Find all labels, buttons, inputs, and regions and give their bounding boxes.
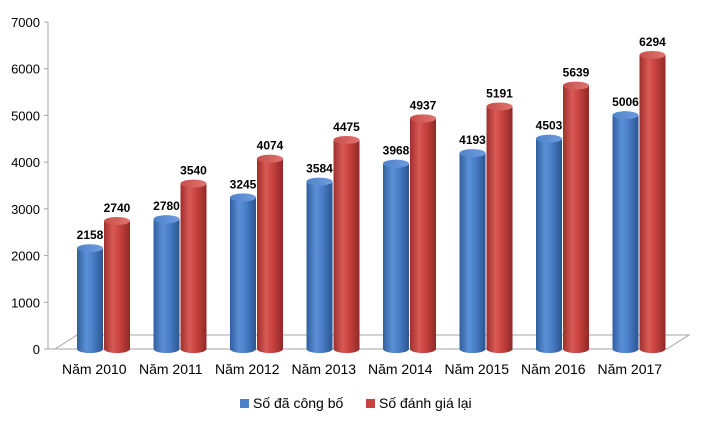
bar-body <box>536 138 562 353</box>
bar-reassessed <box>180 179 207 353</box>
y-tick-label: 4000 <box>11 155 40 170</box>
legend-swatch <box>240 399 249 408</box>
bar-reassessed <box>486 102 513 354</box>
bar-body <box>639 54 666 353</box>
bar-published <box>383 159 409 353</box>
bar-top <box>230 193 256 202</box>
bar-body <box>306 181 333 353</box>
bar-published <box>536 134 562 353</box>
legend-label: Số đã công bố <box>253 395 344 411</box>
data-label: 3968 <box>383 144 410 158</box>
bar-top <box>612 111 639 120</box>
bar-body <box>257 158 283 353</box>
bar-reassessed <box>563 81 589 354</box>
bar-reassessed <box>104 217 130 353</box>
bar-top <box>639 50 666 59</box>
x-tick-label: Năm 2013 <box>291 361 356 377</box>
x-tick-label: Năm 2011 <box>139 361 203 377</box>
data-label: 4074 <box>257 139 284 153</box>
bar-top <box>459 149 486 158</box>
data-label: 4937 <box>410 98 437 112</box>
x-tick-label: Năm 2014 <box>368 361 433 377</box>
x-tick-label: Năm 2010 <box>62 361 127 377</box>
bar-body <box>563 85 589 354</box>
bar-top <box>77 244 103 253</box>
data-label: 2740 <box>104 201 131 215</box>
data-label: 3245 <box>230 177 257 191</box>
y-tick-label: 7000 <box>11 15 40 30</box>
data-label: 5639 <box>563 66 590 80</box>
x-tick-label: Năm 2012 <box>215 361 280 377</box>
bar-reassessed <box>410 114 436 353</box>
bar-top <box>486 102 513 111</box>
x-tick-label: Năm 2015 <box>444 361 509 377</box>
bar-reassessed <box>333 135 360 353</box>
data-label: 4193 <box>459 133 486 147</box>
bar-published <box>306 177 333 353</box>
bar-body <box>410 118 436 353</box>
bar-body <box>383 163 409 353</box>
y-tick-label: 2000 <box>11 249 40 264</box>
y-tick-label: 6000 <box>11 62 40 77</box>
y-tick-label: 3000 <box>11 202 40 217</box>
bar-top <box>153 215 180 224</box>
bar-published <box>459 149 486 353</box>
bar-body <box>459 153 486 353</box>
bar-body <box>333 139 360 353</box>
bar-body <box>612 115 639 353</box>
x-tick-label: Năm 2016 <box>521 361 586 377</box>
y-tick-label: 1000 <box>11 295 40 310</box>
bar-published <box>230 193 256 353</box>
bar-top <box>104 217 130 226</box>
bar-body <box>153 219 180 353</box>
legend-label: Số đánh giá lại <box>379 395 472 411</box>
data-label: 3584 <box>306 162 333 176</box>
chart-floor <box>53 334 691 350</box>
bar-body <box>486 106 513 354</box>
bar-reassessed <box>639 50 666 353</box>
bar-top <box>536 134 562 143</box>
y-tick-label: 0 <box>33 342 40 357</box>
bar-reassessed <box>257 154 283 353</box>
data-label: 5191 <box>486 87 513 101</box>
bar-top <box>257 154 283 163</box>
bar-top <box>563 81 589 90</box>
bar-top <box>383 159 409 168</box>
data-label: 4475 <box>333 120 360 134</box>
bar-published <box>153 215 180 353</box>
bar-body <box>77 248 103 353</box>
x-tick-label: Năm 2017 <box>597 361 662 377</box>
legend-item-published: Số đã công bố <box>240 395 344 411</box>
bar-top <box>306 177 333 186</box>
data-label: 2158 <box>77 228 104 242</box>
data-label: 2780 <box>153 199 180 213</box>
bar-body <box>104 221 130 353</box>
bar-published <box>77 244 103 353</box>
bar-published <box>612 111 639 353</box>
bar-body <box>230 197 256 353</box>
data-label: 4503 <box>536 119 563 133</box>
data-label: 5006 <box>612 95 639 109</box>
bar-top <box>410 114 436 123</box>
bar-top <box>180 179 207 188</box>
legend-swatch <box>366 399 375 408</box>
y-tick-label: 5000 <box>11 108 40 123</box>
bar-body <box>180 183 207 353</box>
data-label: 3540 <box>180 164 207 178</box>
data-label: 6294 <box>639 35 666 49</box>
bar-top <box>333 135 360 144</box>
legend-item-reassessed: Số đánh giá lại <box>366 395 472 411</box>
